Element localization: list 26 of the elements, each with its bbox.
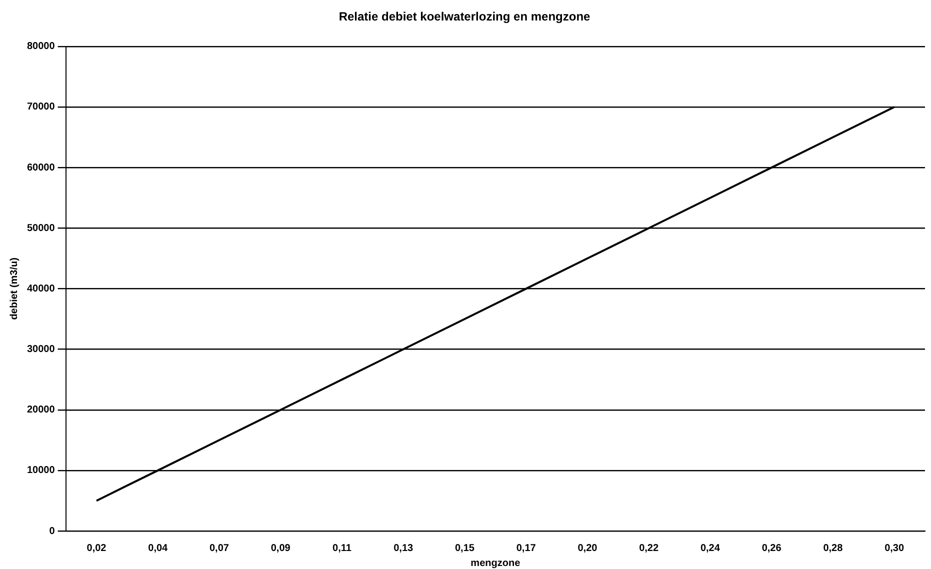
y-tick-label: 30000 (26, 344, 56, 356)
x-tick-label: 0,17 (516, 542, 536, 554)
x-tick-label: 0,30 (884, 542, 904, 554)
y-tick-label: 80000 (26, 41, 56, 52)
x-tick-label: 0,11 (332, 542, 352, 554)
x-tick-label: 0,15 (454, 542, 475, 554)
y-tick-label: 50000 (26, 222, 56, 234)
y-tick-label: 40000 (26, 283, 56, 294)
x-tick-label: 0,07 (210, 542, 230, 554)
x-tick-label: 0,28 (823, 542, 844, 554)
y-axis-title: debiet (m3/u) (8, 258, 20, 320)
y-tick-label: 20000 (26, 404, 56, 416)
y-tick-label: 70000 (26, 102, 56, 113)
x-tick-label: 0,04 (148, 542, 168, 554)
x-tick-label: 0,22 (639, 542, 659, 554)
x-tick-label: 0,02 (86, 542, 107, 554)
x-tick-label: 0,20 (578, 542, 598, 554)
y-tick-label: 0 (49, 526, 56, 537)
x-tick-label: 0,24 (700, 542, 720, 554)
y-tick-label: 60000 (26, 162, 56, 174)
x-tick-label: 0,13 (394, 542, 414, 554)
chart-title: Relatie debiet koelwaterlozing en mengzone (338, 10, 591, 24)
x-tick-label: 0,26 (762, 542, 782, 554)
x-axis-title: mengzone (470, 558, 521, 569)
y-tick-label: 10000 (26, 465, 56, 476)
x-tick-label: 0,09 (270, 542, 291, 554)
